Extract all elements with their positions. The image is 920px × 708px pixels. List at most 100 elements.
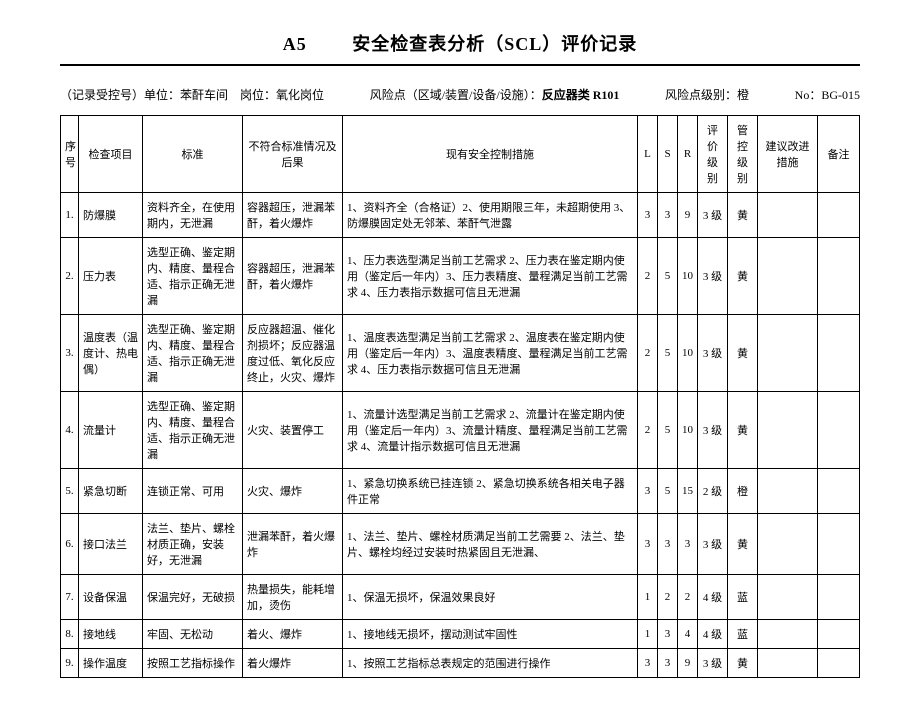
cell-S: 5 <box>658 392 678 469</box>
cell-R: 9 <box>678 649 698 678</box>
cell-nc: 热量损失，能耗增加，烫伤 <box>243 575 343 620</box>
cell-evlvl: 2 级 <box>698 469 728 514</box>
cell-std: 资料齐全，在使用期内，无泄漏 <box>143 193 243 238</box>
cell-seq: 8. <box>61 620 79 649</box>
cell-std: 选型正确、鉴定期内、精度、量程合适、指示正确无泄漏 <box>143 392 243 469</box>
table-row: 9.操作温度按照工艺指标操作着火爆炸1、按照工艺指标总表规定的范围进行操作339… <box>61 649 860 678</box>
cell-sugg <box>758 575 818 620</box>
cell-ctrl: 黄 <box>728 514 758 575</box>
meta-no: No：BG-015 <box>795 86 860 103</box>
cell-rem <box>818 315 860 392</box>
cell-evlvl: 3 级 <box>698 315 728 392</box>
cell-evlvl: 4 级 <box>698 575 728 620</box>
cell-rem <box>818 193 860 238</box>
cell-L: 3 <box>638 469 658 514</box>
cell-rem <box>818 575 860 620</box>
title-prefix: A5 <box>283 34 307 54</box>
cell-nc: 反应器超温、催化剂损坏；反应器温度过低、氧化反应终止，火灾、爆炸 <box>243 315 343 392</box>
cell-sugg <box>758 315 818 392</box>
table-row: 6.接口法兰法兰、垫片、螺栓材质正确，安装好，无泄漏泄漏苯酐，着火爆炸1、法兰、… <box>61 514 860 575</box>
th-nc: 不符合标准情况及后果 <box>243 116 343 193</box>
cell-evlvl: 3 级 <box>698 649 728 678</box>
th-evlvl: 评价级别 <box>698 116 728 193</box>
cell-sugg <box>758 514 818 575</box>
scl-table: 序号 检查项目 标准 不符合标准情况及后果 现有安全控制措施 L S R 评价级… <box>60 115 860 678</box>
cell-item: 接口法兰 <box>79 514 143 575</box>
cell-L: 3 <box>638 193 658 238</box>
cell-seq: 5. <box>61 469 79 514</box>
table-row: 1.防爆膜资料齐全，在使用期内，无泄漏容器超压，泄漏苯酐，着火爆炸1、资料齐全（… <box>61 193 860 238</box>
th-L: L <box>638 116 658 193</box>
table-row: 4.流量计选型正确、鉴定期内、精度、量程合适、指示正确无泄漏火灾、装置停工1、流… <box>61 392 860 469</box>
cell-std: 法兰、垫片、螺栓材质正确，安装好，无泄漏 <box>143 514 243 575</box>
cell-S: 2 <box>658 575 678 620</box>
table-header-row: 序号 检查项目 标准 不符合标准情况及后果 现有安全控制措施 L S R 评价级… <box>61 116 860 193</box>
cell-meas: 1、保温无损坏，保温效果良好 <box>343 575 638 620</box>
cell-S: 3 <box>658 620 678 649</box>
cell-seq: 6. <box>61 514 79 575</box>
cell-S: 3 <box>658 514 678 575</box>
meta-unit: （记录受控号）单位：苯酐车间 岗位：氧化岗位 <box>60 86 324 103</box>
cell-S: 3 <box>658 649 678 678</box>
cell-sugg <box>758 649 818 678</box>
cell-sugg <box>758 238 818 315</box>
cell-std: 选型正确、鉴定期内、精度、量程合适、指示正确无泄漏 <box>143 238 243 315</box>
cell-R: 10 <box>678 315 698 392</box>
cell-nc: 火灾、装置停工 <box>243 392 343 469</box>
th-R: R <box>678 116 698 193</box>
table-row: 5.紧急切断连锁正常、可用火灾、爆炸1、紧急切换系统已挂连锁 2、紧急切换系统各… <box>61 469 860 514</box>
cell-meas: 1、法兰、垫片、螺栓材质满足当前工艺需要 2、法兰、垫片、螺栓均经过安装时热紧固… <box>343 514 638 575</box>
cell-L: 1 <box>638 575 658 620</box>
cell-L: 2 <box>638 392 658 469</box>
cell-item: 温度表（温度计、热电偶） <box>79 315 143 392</box>
cell-evlvl: 3 级 <box>698 392 728 469</box>
cell-std: 按照工艺指标操作 <box>143 649 243 678</box>
cell-rem <box>818 238 860 315</box>
cell-ctrl: 蓝 <box>728 575 758 620</box>
cell-S: 5 <box>658 315 678 392</box>
cell-meas: 1、紧急切换系统已挂连锁 2、紧急切换系统各相关电子器件正常 <box>343 469 638 514</box>
cell-ctrl: 黄 <box>728 238 758 315</box>
table-row: 3.温度表（温度计、热电偶）选型正确、鉴定期内、精度、量程合适、指示正确无泄漏反… <box>61 315 860 392</box>
cell-nc: 火灾、爆炸 <box>243 469 343 514</box>
cell-seq: 4. <box>61 392 79 469</box>
th-std: 标准 <box>143 116 243 193</box>
cell-seq: 2. <box>61 238 79 315</box>
cell-rem <box>818 392 860 469</box>
cell-nc: 着火、爆炸 <box>243 620 343 649</box>
cell-ctrl: 黄 <box>728 649 758 678</box>
cell-seq: 3. <box>61 315 79 392</box>
cell-ctrl: 蓝 <box>728 620 758 649</box>
th-rem: 备注 <box>818 116 860 193</box>
table-row: 2.压力表选型正确、鉴定期内、精度、量程合适、指示正确无泄漏容器超压，泄漏苯酐，… <box>61 238 860 315</box>
cell-meas: 1、按照工艺指标总表规定的范围进行操作 <box>343 649 638 678</box>
cell-R: 10 <box>678 392 698 469</box>
meta-risklevel: 风险点级别：橙 <box>665 86 749 103</box>
page-title: A5 安全检查表分析（SCL）评价记录 <box>60 30 860 66</box>
cell-ctrl: 黄 <box>728 193 758 238</box>
cell-S: 5 <box>658 469 678 514</box>
cell-L: 2 <box>638 315 658 392</box>
cell-item: 接地线 <box>79 620 143 649</box>
cell-L: 3 <box>638 514 658 575</box>
cell-rem <box>818 514 860 575</box>
cell-R: 4 <box>678 620 698 649</box>
cell-sugg <box>758 469 818 514</box>
meta-riskpoint: 风险点（区域/装置/设备/设施）：反应器类 R101 <box>370 86 620 103</box>
cell-sugg <box>758 620 818 649</box>
cell-evlvl: 3 级 <box>698 514 728 575</box>
cell-item: 操作温度 <box>79 649 143 678</box>
cell-nc: 容器超压，泄漏苯酐，着火爆炸 <box>243 193 343 238</box>
cell-item: 流量计 <box>79 392 143 469</box>
th-ctrl: 管控级别 <box>728 116 758 193</box>
th-seq: 序号 <box>61 116 79 193</box>
cell-rem <box>818 620 860 649</box>
cell-item: 紧急切断 <box>79 469 143 514</box>
cell-ctrl: 黄 <box>728 315 758 392</box>
cell-item: 设备保温 <box>79 575 143 620</box>
table-row: 7.设备保温保温完好，无破损热量损失，能耗增加，烫伤1、保温无损坏，保温效果良好… <box>61 575 860 620</box>
th-sugg: 建议改进措施 <box>758 116 818 193</box>
th-meas: 现有安全控制措施 <box>343 116 638 193</box>
cell-nc: 容器超压，泄漏苯酐，着火爆炸 <box>243 238 343 315</box>
cell-S: 3 <box>658 193 678 238</box>
